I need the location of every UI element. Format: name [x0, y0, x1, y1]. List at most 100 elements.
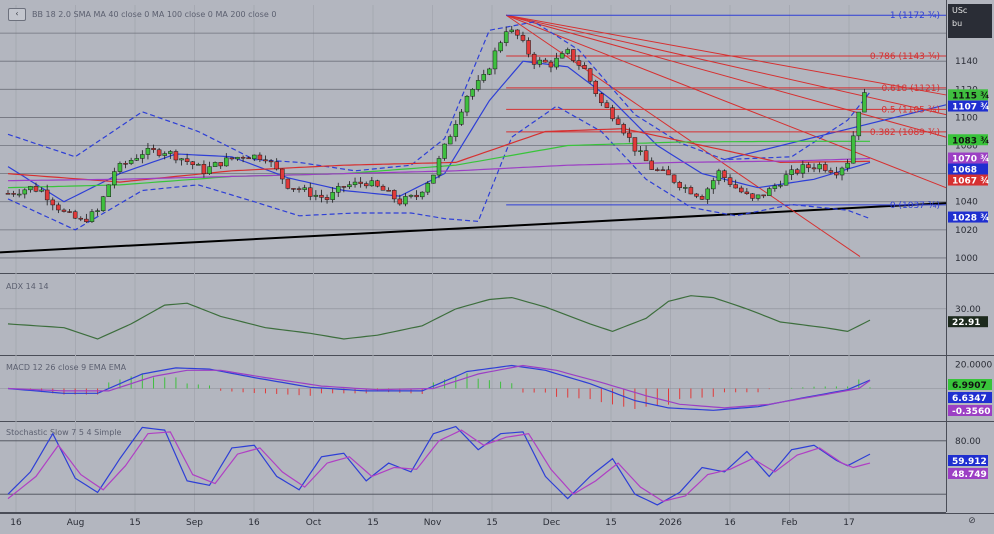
candle-body [229, 157, 235, 160]
price-axis-label: 1040 [955, 198, 978, 208]
time-axis-label: Oct [306, 518, 322, 528]
time-axis-label: Dec [543, 518, 560, 528]
candle-body [128, 160, 134, 164]
candle-body [386, 190, 391, 192]
candle-body [587, 68, 593, 82]
macd-tag-bg [948, 392, 992, 403]
fib-fan-ray [506, 14, 947, 138]
candle-body [419, 191, 425, 198]
scale-settings-icon[interactable]: ⊘ [968, 516, 976, 526]
collapse-legend-button[interactable]: ‹ [8, 8, 26, 21]
candle-body [207, 166, 212, 174]
fib-fan-ray [506, 14, 947, 96]
price-axis-label: 1080 [955, 142, 978, 152]
candle-body [151, 148, 156, 151]
pane-background-0 [0, 5, 946, 272]
stoch-tag-value: 59.912 [952, 457, 987, 467]
candle-body [487, 68, 492, 75]
candle-body [828, 170, 834, 173]
candle-body [56, 204, 61, 211]
candle-body [308, 187, 313, 197]
candle-body [196, 164, 201, 166]
fib-level-label: 0.618 (1121) [881, 84, 940, 94]
candle-body [44, 189, 50, 201]
candle-body [817, 164, 822, 170]
candle-body [50, 199, 56, 206]
candle-body [179, 158, 184, 161]
candle-body [789, 169, 794, 175]
price-tag-bg [948, 174, 988, 186]
candle-body [604, 102, 610, 108]
price-tag-value: 1028 ¾ [952, 214, 990, 224]
candle-body [610, 107, 615, 120]
candle-body [436, 158, 442, 176]
candle-body [733, 184, 738, 189]
candle-body [683, 187, 688, 189]
candle-body [699, 196, 705, 200]
candle-body [246, 157, 251, 160]
candle-body [319, 194, 324, 198]
candle-body [822, 164, 828, 171]
time-axis-label: 15 [129, 518, 140, 528]
indicator-line-1 [7, 105, 871, 231]
time-axis-label: 16 [724, 518, 736, 528]
candle-body [218, 162, 223, 167]
candle-body [761, 194, 766, 197]
candle-body [800, 164, 806, 174]
candle-body [565, 49, 570, 54]
price-tag-value: 1070 ¾ [952, 155, 990, 165]
candle-body [431, 174, 436, 184]
candle-body [755, 194, 761, 199]
candle-body [268, 160, 274, 163]
adx-tag-value: 22.91 [952, 318, 980, 328]
price-tag-value: 1083 ¾ [952, 136, 990, 146]
candle-body [498, 42, 503, 52]
price-legend: BB 18 2.0 SMA MA 40 close 0 MA 100 close… [32, 10, 276, 19]
candle-body [615, 118, 621, 125]
candle-body [481, 74, 487, 81]
candle-body [806, 164, 811, 169]
candle-body [369, 180, 375, 187]
fib-fan-ray [506, 14, 947, 116]
candle-body [660, 169, 666, 171]
time-axis-label: 15 [605, 518, 616, 528]
candle-body [772, 185, 778, 189]
candle-body [744, 191, 750, 195]
candle-body [576, 60, 582, 66]
time-axis-label: 17 [843, 518, 854, 528]
macd-tag-bg [948, 405, 992, 416]
candle-body [408, 194, 414, 197]
candle-body [106, 184, 112, 197]
candle-body [722, 170, 727, 178]
price-axis-label: 1100 [955, 113, 978, 123]
fib-level-label: 0.5 (1105 ¾) [881, 105, 940, 115]
price-tag-value: 1115 ¾ [952, 91, 990, 101]
adx-tag-bg [948, 316, 988, 328]
candle-body [453, 124, 459, 137]
fib-level-label: 1 (1172 ¾) [890, 11, 940, 21]
macd-line [7, 364, 871, 411]
candle-body [520, 34, 526, 41]
candle-body [5, 193, 11, 195]
candle-body [593, 80, 598, 94]
candle-body [330, 192, 335, 200]
candle-body [397, 198, 403, 205]
candle-body [716, 170, 722, 181]
fib-level-label: 0.786 (1143 ¾) [870, 52, 940, 62]
price-tag-value: 1067 ¾ [952, 177, 990, 187]
price-axis-label: 1000 [955, 254, 978, 264]
candle-body [447, 136, 453, 145]
symbol-code: USc [952, 6, 968, 15]
candle-body [67, 211, 72, 213]
adx-axis-label: 30.00 [955, 305, 981, 315]
candle-body [140, 154, 145, 159]
candle-body [274, 161, 279, 170]
candle-body [739, 187, 744, 193]
candle-body [391, 190, 397, 200]
macd-legend: MACD 12 26 close 9 EMA EMA [6, 363, 127, 372]
candle-body [643, 150, 649, 162]
candle-body [834, 172, 839, 176]
fib-level-label: 0 (1037 ¾) [890, 201, 940, 211]
candle-body [184, 158, 190, 162]
